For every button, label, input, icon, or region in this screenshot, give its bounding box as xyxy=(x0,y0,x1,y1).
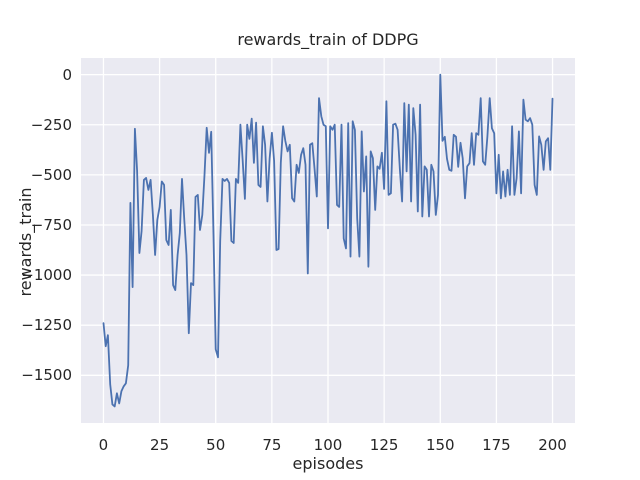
plot-area xyxy=(81,58,575,423)
x-tick-label: 175 xyxy=(482,436,511,454)
y-tick-label: −1000 xyxy=(21,266,72,285)
y-tick-label: −500 xyxy=(30,165,72,184)
y-tick-label: −1500 xyxy=(21,366,72,385)
chart-title: rewards_train of DDPG xyxy=(237,30,419,49)
line-chart xyxy=(81,58,575,423)
x-tick-label: 75 xyxy=(262,436,282,454)
x-tick-label: 50 xyxy=(206,436,226,454)
rewards-train-line xyxy=(102,73,554,408)
x-tick-label: 150 xyxy=(425,436,455,454)
x-tick-label: 100 xyxy=(313,436,343,454)
y-tick-label: −1250 xyxy=(21,316,72,335)
x-tick-label: 0 xyxy=(98,436,109,454)
x-axis-label: episodes xyxy=(292,454,364,473)
x-tick-label: 200 xyxy=(538,436,567,454)
x-tick-label: 125 xyxy=(369,436,399,454)
x-tick-label: 25 xyxy=(150,436,170,454)
y-tick-label: −250 xyxy=(30,115,72,134)
y-tick-label: 0 xyxy=(62,65,72,84)
y-tick-label: −750 xyxy=(30,215,72,234)
y-axis-label: rewards_train xyxy=(16,187,35,297)
